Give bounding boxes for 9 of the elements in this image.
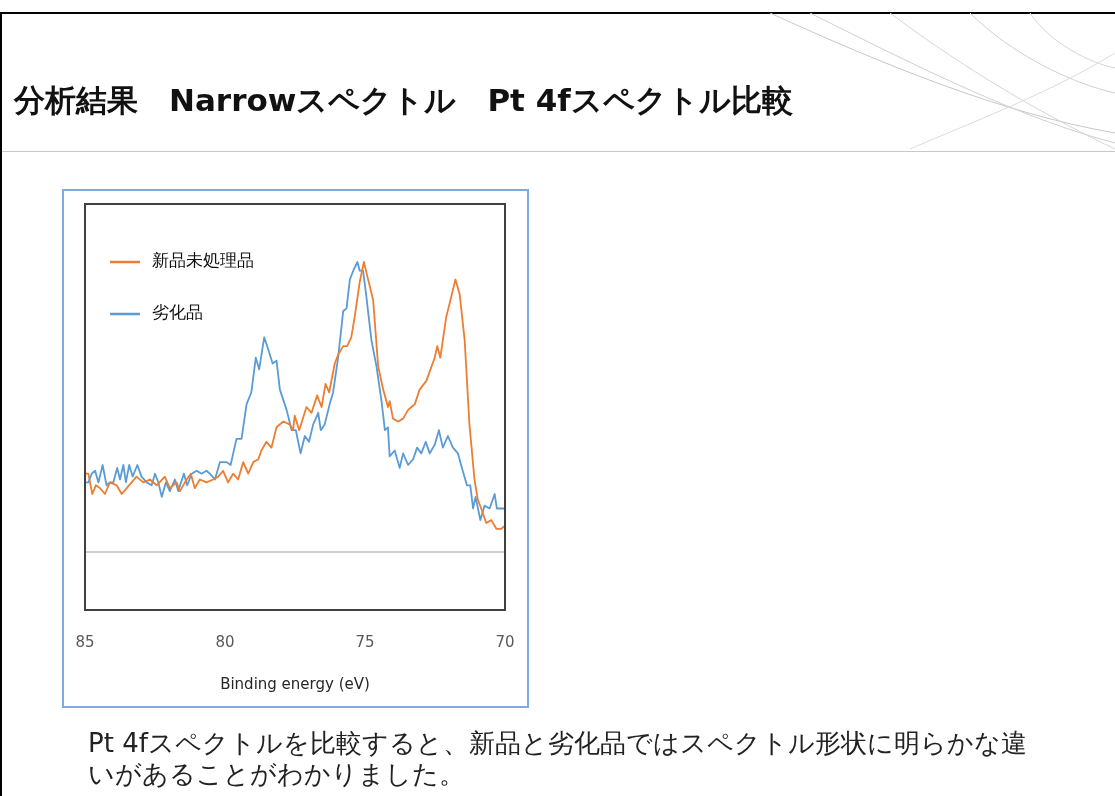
- legend-label: 劣化品: [152, 302, 203, 323]
- legend-label: 新品未処理品: [152, 250, 254, 271]
- text: Pt 4fスペクトルを比較すると、新品と劣化品ではスペクトル形状に明らかな違いがあることがわかりました。: [88, 728, 1028, 790]
- x-tick-label: 75: [355, 632, 375, 651]
- chart-title: 分析結果 Narrowスペクトル Pt 4fスペクトル比較: [14, 81, 793, 120]
- x-tick-label: 80: [215, 632, 235, 651]
- x-tick-label: 85: [75, 632, 95, 651]
- x-tick-label: 70: [495, 632, 515, 651]
- x-axis-title: Binding energy (eV): [220, 674, 370, 693]
